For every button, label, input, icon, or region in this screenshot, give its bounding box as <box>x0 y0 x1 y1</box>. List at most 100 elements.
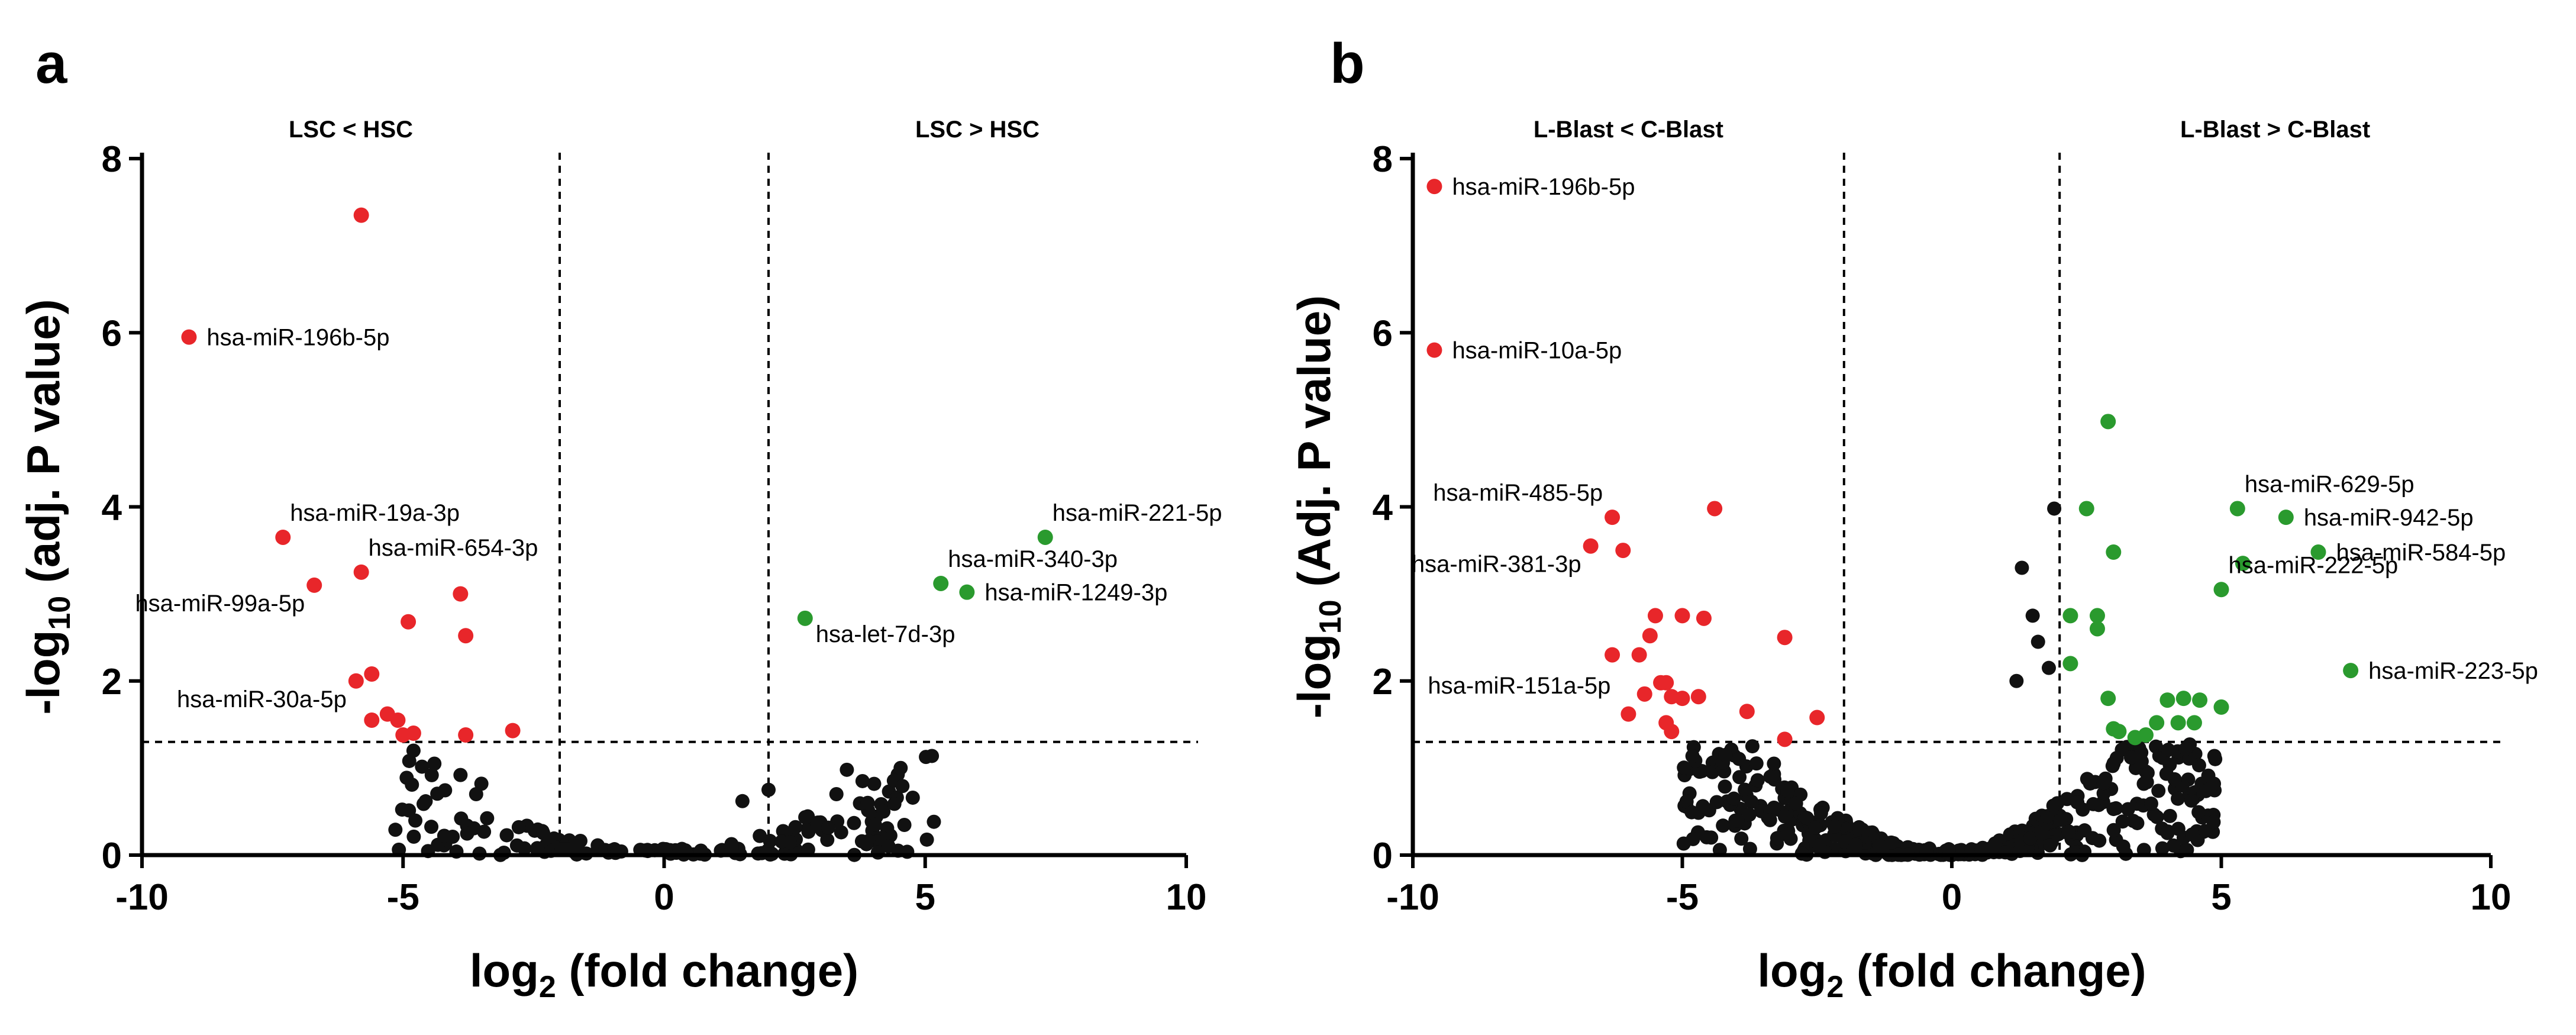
ns-point <box>2162 808 2177 823</box>
data-point-up <box>2106 544 2122 560</box>
series-up <box>797 529 1053 626</box>
data-point-down <box>1777 731 1793 747</box>
y-tick-label: 4 <box>1373 488 1393 528</box>
data-point-up <box>2213 699 2229 715</box>
point-label: hsa-miR-30a-5p <box>177 686 347 712</box>
series-down <box>1426 179 1825 747</box>
x-tick-label: 10 <box>1166 877 1207 918</box>
data-point-up <box>2062 608 2078 624</box>
point-label: hsa-miR-584-5p <box>2336 540 2506 566</box>
ns-point <box>776 824 790 839</box>
ns-point <box>1732 752 1747 766</box>
ns-point <box>2159 766 2174 781</box>
ns-point <box>480 811 495 826</box>
y-tick-label: 0 <box>102 836 122 876</box>
data-point-up <box>2111 724 2127 740</box>
data-point-down <box>401 614 417 630</box>
ns-point <box>496 845 511 860</box>
ns-point <box>511 820 526 834</box>
ns-point <box>415 759 430 774</box>
data-point-up <box>2078 501 2094 517</box>
data-point-down <box>275 529 291 545</box>
data-point-down <box>1696 610 1712 626</box>
data-point-down <box>1605 510 1621 525</box>
data-point-up <box>2159 692 2175 708</box>
ns-point <box>1837 834 1852 849</box>
ns-point <box>847 815 861 830</box>
ns-point <box>2161 743 2175 757</box>
ns-point <box>405 778 419 792</box>
data-point-up <box>2100 691 2116 707</box>
ns-point <box>2166 838 2181 853</box>
ns-point <box>2116 839 2130 854</box>
ns-point <box>1750 773 1765 788</box>
ns-point <box>2054 812 2068 827</box>
ns-point <box>2134 754 2149 769</box>
x-tick-label: 5 <box>2211 877 2231 918</box>
data-point-down <box>348 673 364 689</box>
ns-point <box>2106 823 2121 837</box>
data-point-down <box>306 577 322 593</box>
ns-point <box>1800 811 1815 826</box>
data-point-down <box>364 666 380 682</box>
ns-point <box>834 825 848 840</box>
ns-point <box>1679 794 1694 809</box>
ns-point <box>2207 776 2222 791</box>
ns-point <box>876 804 891 819</box>
ns-point <box>2077 823 2092 838</box>
point-label: hsa-miR-196b-5p <box>206 325 389 351</box>
data-point-down <box>458 628 474 644</box>
y-tick-label: 0 <box>1373 836 1393 876</box>
ns-point <box>1684 805 1699 820</box>
data-point-down <box>390 712 406 728</box>
ns-point <box>2035 826 2049 841</box>
ns-point <box>2025 608 2040 623</box>
data-point-up <box>2175 691 2191 707</box>
ns-point <box>897 817 912 832</box>
ns-point <box>895 779 910 794</box>
y-tick-label: 6 <box>1373 313 1393 354</box>
point-label: hsa-miR-381-3p <box>1412 552 1581 578</box>
data-point-down <box>1426 342 1442 358</box>
data-point-down <box>453 586 469 602</box>
x-tick-label: -10 <box>1386 877 1439 918</box>
ns-point <box>2047 501 2062 516</box>
ns-point <box>2109 801 2123 815</box>
data-point-up <box>1037 529 1053 545</box>
panel-letter: b <box>1330 32 1365 95</box>
point-label: hsa-miR-340-3p <box>948 546 1118 572</box>
ns-point <box>2123 750 2138 765</box>
point-label: hsa-miR-196b-5p <box>1452 174 1635 200</box>
data-point-down <box>353 207 369 223</box>
ns-point <box>2191 805 2206 820</box>
ns-point <box>855 773 870 788</box>
ns-point <box>2144 796 2158 811</box>
ns-point <box>530 841 545 856</box>
y-tick-label: 8 <box>1373 139 1393 180</box>
ns-point <box>2040 809 2055 824</box>
ns-point <box>893 760 908 775</box>
point-label: hsa-miR-654-3p <box>369 535 538 561</box>
ns-point <box>1808 820 1823 835</box>
ns-point <box>798 810 813 824</box>
ns-point <box>2115 814 2130 829</box>
y-axis-label: -log10 (Adj. P value) <box>1288 295 1348 718</box>
data-point-up <box>2310 544 2326 560</box>
point-label: hsa-miR-19a-3p <box>290 500 460 526</box>
ns-point <box>1749 756 1764 771</box>
data-point-up <box>2343 663 2359 679</box>
panel-a: a LSC < HSC LSC > HSC hsa-miR-196b-5p hsa-mi… <box>17 32 1222 1004</box>
ns-point <box>1762 812 1777 827</box>
ns-point <box>881 839 896 853</box>
data-point-up <box>2229 501 2245 517</box>
ns-point <box>658 842 673 857</box>
ns-point <box>2105 759 2120 773</box>
ns-point <box>2207 749 2222 763</box>
data-point-up <box>2149 715 2165 731</box>
ns-point <box>570 839 585 854</box>
ns-point <box>388 823 403 837</box>
data-point-down <box>1621 706 1636 722</box>
ns-point <box>477 824 492 839</box>
ns-point <box>2086 797 2101 811</box>
